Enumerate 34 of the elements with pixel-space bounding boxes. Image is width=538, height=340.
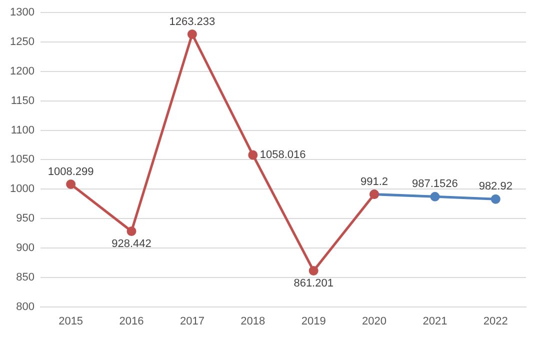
point xyxy=(248,150,258,160)
point xyxy=(66,179,76,189)
x-tick-label: 2022 xyxy=(483,315,508,328)
x-tick-label: 2015 xyxy=(58,315,84,328)
y-tick-label: 850 xyxy=(16,271,34,284)
x-tick-label: 2021 xyxy=(422,315,448,328)
y-tick-label: 1250 xyxy=(10,36,34,48)
y-tick-label: 1200 xyxy=(10,65,34,78)
point xyxy=(308,266,318,276)
data-label: 1008.299 xyxy=(48,166,94,178)
data-label: 982.92 xyxy=(478,180,512,193)
x-tick-label: 2018 xyxy=(240,315,266,328)
x-tick-label: 2019 xyxy=(301,315,326,328)
data-label: 928.442 xyxy=(112,238,152,250)
y-tick-label: 1100 xyxy=(10,124,34,136)
y-tick-label: 1050 xyxy=(10,154,34,166)
x-tick-label: 2020 xyxy=(362,315,387,328)
data-label: 1058.016 xyxy=(260,149,306,162)
data-label: 987.1526 xyxy=(412,178,458,190)
point xyxy=(187,29,197,39)
y-tick-label: 800 xyxy=(16,300,34,313)
point xyxy=(430,192,440,202)
data-label: 1263.233 xyxy=(169,16,216,28)
y-tick-label: 1150 xyxy=(10,94,34,107)
x-tick-label: 2017 xyxy=(180,315,204,328)
y-tick-label: 1300 xyxy=(10,6,34,19)
y-tick-label: 1000 xyxy=(10,183,34,196)
point xyxy=(126,226,136,236)
y-tick-label: 950 xyxy=(16,212,34,225)
x-tick-label: 2016 xyxy=(119,315,144,328)
data-label: 991.2 xyxy=(360,176,388,188)
data-label: 861.201 xyxy=(294,277,334,290)
y-tick-label: 900 xyxy=(16,242,34,254)
point xyxy=(490,194,500,204)
